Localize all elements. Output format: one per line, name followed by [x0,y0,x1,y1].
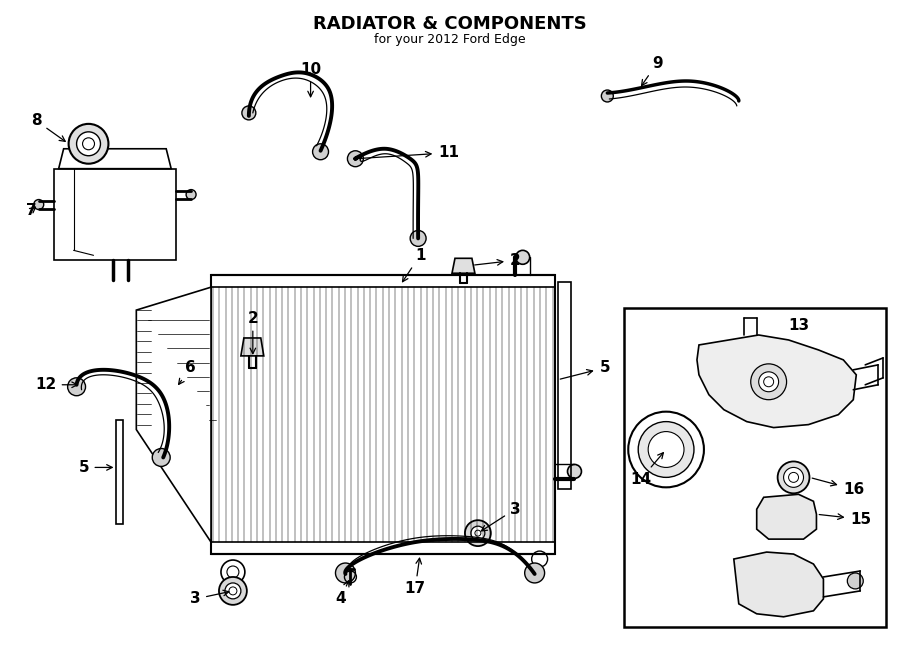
Circle shape [186,190,196,200]
Text: 3: 3 [191,590,229,606]
Circle shape [759,372,778,392]
Polygon shape [54,169,176,260]
Text: for your 2012 Ford Edge: for your 2012 Ford Edge [374,33,526,46]
Text: RADIATOR & COMPONENTS: RADIATOR & COMPONENTS [313,15,587,33]
Circle shape [219,577,247,605]
Polygon shape [211,275,554,554]
Text: 14: 14 [630,453,663,487]
Polygon shape [58,149,171,169]
Circle shape [465,520,491,546]
Polygon shape [734,552,824,617]
Text: 5: 5 [560,360,610,379]
Circle shape [751,364,787,400]
Circle shape [601,90,613,102]
Circle shape [648,432,684,467]
Text: 11: 11 [358,145,459,160]
Polygon shape [241,338,264,356]
Text: 4: 4 [335,581,349,606]
Polygon shape [625,308,886,627]
Polygon shape [757,494,816,539]
Circle shape [778,461,809,493]
Text: 13: 13 [788,317,809,332]
Circle shape [34,200,44,210]
Text: 2: 2 [474,253,520,268]
Text: 10: 10 [300,61,321,97]
Circle shape [471,526,485,540]
Text: 5: 5 [79,460,112,475]
Circle shape [847,573,863,589]
Text: 17: 17 [405,558,426,596]
Polygon shape [136,287,211,542]
Text: 6: 6 [178,360,196,385]
Circle shape [347,151,364,167]
Circle shape [525,563,544,583]
Text: 3: 3 [482,502,520,531]
Polygon shape [697,335,856,428]
Circle shape [68,378,86,396]
Text: 9: 9 [642,56,662,85]
Text: 1: 1 [402,248,426,282]
Circle shape [312,144,328,160]
Circle shape [336,563,356,583]
Circle shape [68,124,108,164]
Text: 8: 8 [32,114,65,141]
Circle shape [628,412,704,487]
Text: 16: 16 [812,478,865,497]
Text: 2: 2 [248,311,258,354]
Polygon shape [452,258,475,273]
Circle shape [568,465,581,479]
Circle shape [638,422,694,477]
Text: 15: 15 [819,512,871,527]
Circle shape [516,251,530,264]
Circle shape [410,231,426,247]
Text: 12: 12 [35,377,77,392]
Circle shape [784,467,804,487]
Circle shape [242,106,256,120]
Text: 7: 7 [26,203,37,218]
Circle shape [76,132,101,156]
Circle shape [225,583,241,599]
Circle shape [152,449,170,467]
